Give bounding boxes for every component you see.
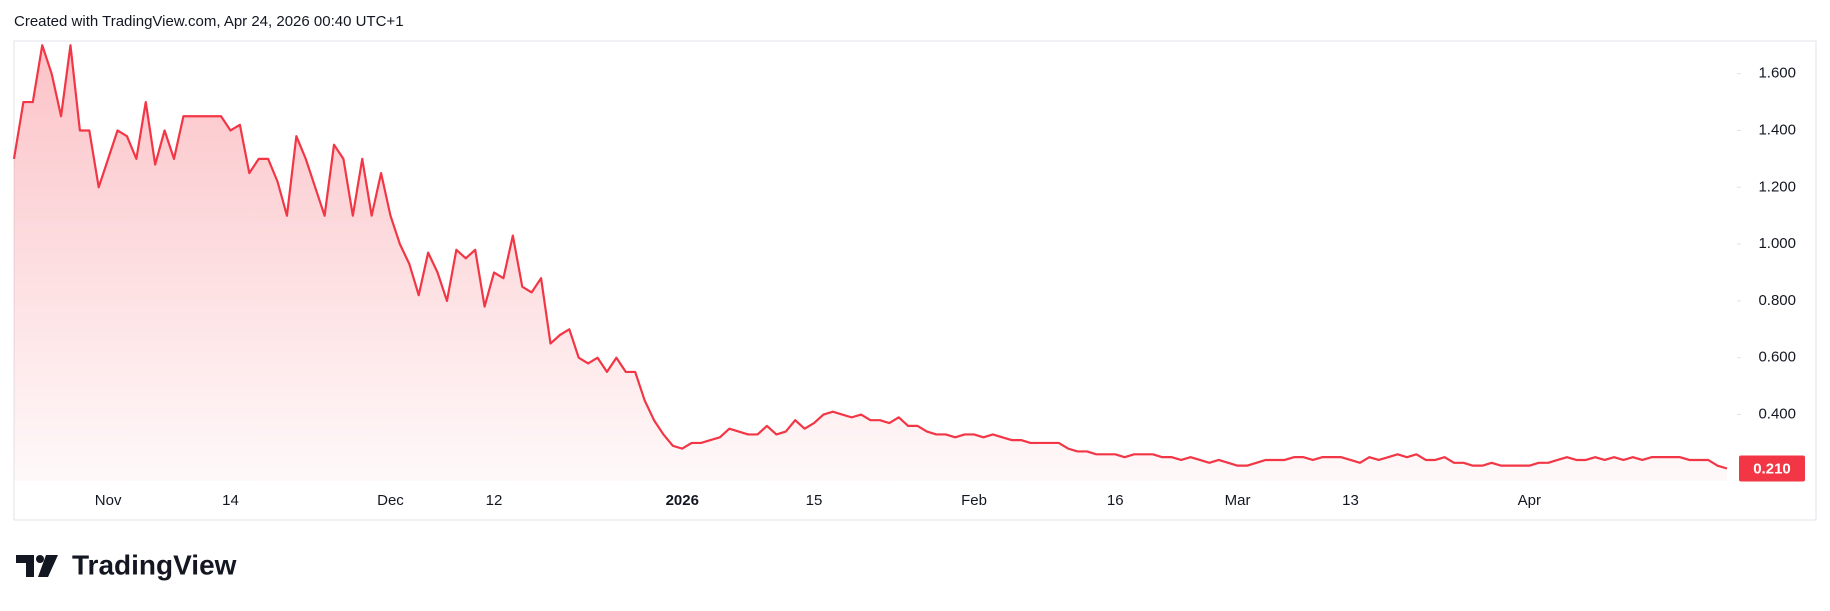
y-tick-label: 1.400: [1758, 121, 1796, 138]
x-tick-label: 12: [486, 492, 503, 509]
x-tick-label: Apr: [1518, 492, 1541, 509]
price-badge: [1739, 455, 1805, 482]
y-tick-label: 0.400: [1758, 406, 1796, 423]
x-tick-label: 14: [222, 492, 239, 509]
price-line: [12, 44, 1728, 470]
header: Created with TradingView.com, Apr 24, 20…: [14, 13, 404, 30]
y-tick-label: 0.800: [1758, 292, 1796, 309]
x-tick-label: 13: [1342, 492, 1359, 509]
logo-icon: [16, 555, 34, 577]
logo-icon: [38, 555, 58, 577]
price-badge-label: 0.210: [1753, 460, 1791, 477]
y-tick-label: 1.200: [1758, 178, 1796, 195]
brand: TradingView: [72, 549, 237, 580]
x-tick-label: Feb: [961, 492, 987, 509]
x-tick-label: 2026: [666, 492, 699, 509]
x-tick-label: Mar: [1225, 492, 1251, 509]
x-tick-label: 15: [806, 492, 823, 509]
logo: TradingView: [16, 549, 237, 580]
area-fill: [14, 45, 1727, 481]
x-tick-label: Dec: [377, 492, 404, 509]
y-tick-label: 1.600: [1758, 65, 1796, 82]
y-tick-label: 0.600: [1758, 349, 1796, 366]
x-tick-label: 16: [1107, 492, 1124, 509]
y-tick-label: 1.000: [1758, 235, 1796, 252]
x-tick-label: Nov: [95, 492, 122, 509]
logo-icon: [36, 555, 44, 563]
